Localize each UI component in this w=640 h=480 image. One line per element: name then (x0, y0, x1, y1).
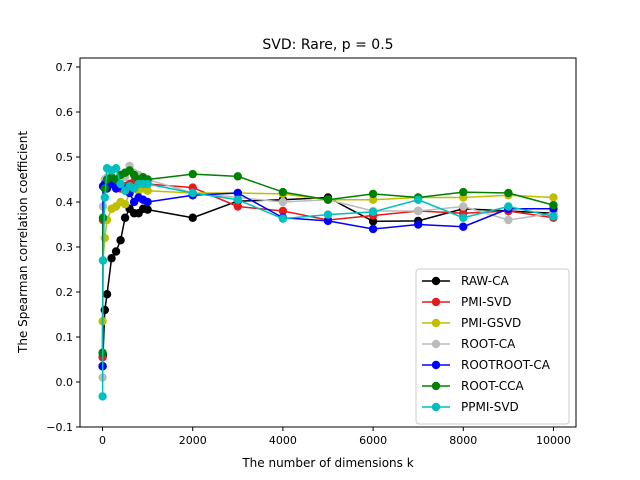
data-point (233, 188, 243, 198)
legend-marker (431, 297, 441, 307)
data-point (98, 213, 108, 222)
data-point (143, 186, 152, 195)
data-point (413, 206, 423, 216)
data-point (323, 216, 333, 226)
data-point (98, 392, 107, 401)
x-tick-label: 2000 (179, 434, 207, 447)
x-axis-ticks: 0 2000 4000 6000 8000 10000 (99, 427, 571, 447)
data-point (368, 207, 378, 217)
legend-marker (431, 276, 441, 286)
legend-marker (431, 318, 441, 328)
x-tick-label: 0 (99, 434, 106, 447)
chart-title: SVD: Rare, p = 0.5 (262, 37, 393, 53)
x-tick-label: 8000 (449, 434, 477, 447)
data-point (116, 236, 125, 245)
legend-label: ROOT-CCA (461, 379, 525, 393)
data-point (459, 222, 468, 231)
data-point (278, 187, 288, 197)
data-point (100, 305, 110, 315)
data-point (459, 213, 468, 222)
legend-label: PMI-SVD (461, 295, 512, 309)
data-point (504, 215, 513, 225)
data-point (233, 195, 243, 204)
legend-item: PMI-SVD (422, 295, 512, 309)
data-point (549, 193, 558, 202)
y-tick-label: 0.3 (56, 241, 74, 254)
data-point (368, 189, 378, 199)
data-point (98, 256, 108, 265)
legend: RAW-CA PMI-SVD PMI-GSVD ROOT-CA ROOTROOT-CA R… (415, 268, 570, 425)
x-tick-label: 10000 (536, 434, 571, 447)
data-point (549, 200, 558, 210)
y-tick-label: 0.2 (56, 286, 74, 299)
data-point (233, 202, 243, 211)
data-point (102, 290, 112, 299)
y-tick-label: 0.4 (56, 196, 74, 209)
data-point (100, 233, 110, 243)
data-point (278, 206, 288, 216)
x-axis-label: The number of dimensions k (241, 456, 413, 470)
plot-area-frame (79, 57, 577, 428)
x-tick-label: 6000 (359, 434, 387, 447)
data-point (323, 195, 333, 204)
data-point (100, 193, 110, 202)
y-tick-label: 0.5 (56, 151, 74, 164)
data-point (188, 188, 197, 198)
legend-item: PPMI-SVD (422, 400, 519, 414)
data-point (120, 200, 130, 209)
legend-label: ROOT-CA (461, 337, 516, 351)
data-point (107, 254, 116, 263)
legend-label: ROOTROOT-CA (461, 358, 551, 372)
data-point (116, 179, 125, 189)
y-tick-label: 0.7 (56, 61, 74, 74)
data-point (111, 247, 121, 256)
legend-marker (431, 381, 441, 391)
data-point (188, 213, 197, 222)
data-point (459, 202, 468, 211)
data-point (504, 202, 513, 211)
legend-label: PMI-GSVD (461, 316, 521, 330)
legend-marker (431, 339, 441, 349)
y-tick-label: −0.1 (46, 421, 73, 434)
data-point (143, 197, 152, 207)
legend-marker (431, 360, 441, 370)
plot-series-group (98, 161, 558, 401)
data-point (278, 197, 288, 207)
y-tick-label: 0.6 (56, 106, 74, 119)
legend-label: PPMI-SVD (461, 400, 519, 414)
legend-item: ROOT-CA (422, 337, 516, 351)
data-point (368, 224, 378, 234)
series-ppmi-svd (98, 164, 558, 401)
legend-label: RAW-CA (461, 274, 509, 288)
data-point (368, 195, 378, 204)
legend-item: ROOT-CCA (422, 379, 525, 393)
data-point (111, 164, 121, 173)
legend-box (415, 268, 570, 425)
data-point (504, 188, 513, 198)
data-point (459, 187, 468, 197)
y-tick-label: 0.1 (56, 331, 74, 344)
y-axis-label: The Spearman correlation coefficient (16, 131, 30, 354)
data-point (413, 220, 423, 229)
data-point (120, 213, 130, 222)
legend-marker (431, 402, 441, 412)
data-point (233, 172, 243, 181)
data-point (413, 195, 423, 204)
data-point (188, 169, 197, 179)
legend-item: RAW-CA (422, 274, 509, 288)
y-axis-ticks: −0.1 0.0 0.1 0.2 0.3 0.4 0.5 0.6 0.7 (46, 61, 80, 434)
data-point (549, 212, 558, 221)
legend-item: PMI-GSVD (422, 316, 521, 330)
legend-item: ROOTROOT-CA (422, 358, 551, 372)
data-point (143, 205, 152, 214)
data-point (278, 214, 288, 223)
data-point (143, 179, 152, 189)
x-tick-label: 4000 (269, 434, 297, 447)
data-point (323, 210, 333, 219)
data-point (368, 217, 378, 226)
y-tick-label: 0.0 (56, 376, 74, 389)
